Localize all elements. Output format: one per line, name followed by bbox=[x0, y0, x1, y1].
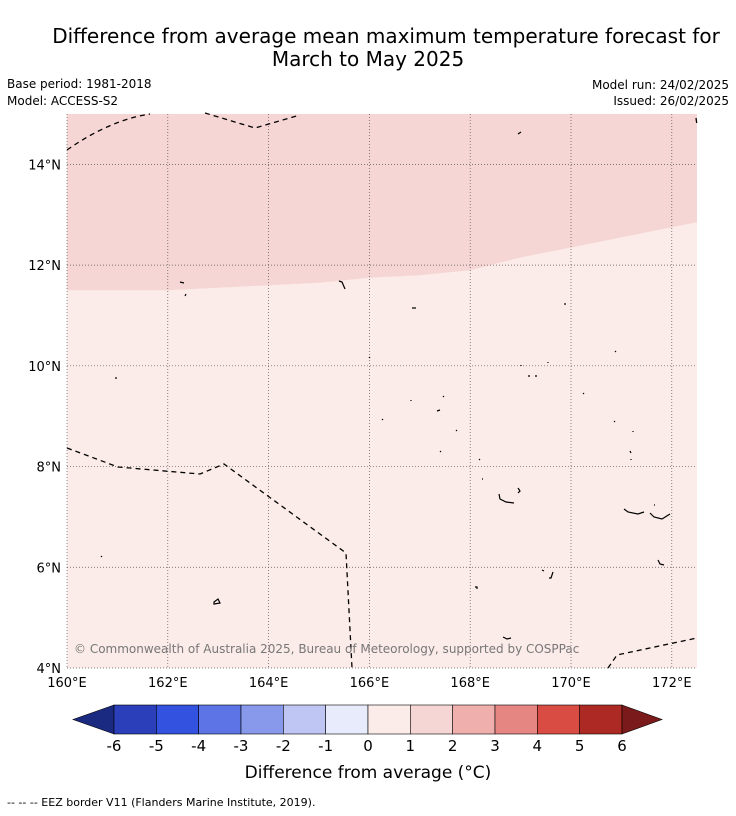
island bbox=[649, 504, 671, 520]
colorbar-tick-label: -1 bbox=[318, 737, 333, 755]
colorbar-tick-label: 4 bbox=[533, 737, 543, 755]
island bbox=[179, 281, 187, 297]
colorbar-tick-label: 6 bbox=[617, 737, 627, 755]
island bbox=[623, 508, 645, 515]
chart-title-line1: Difference from average mean maximum tem… bbox=[52, 24, 720, 48]
eez-borders bbox=[66, 112, 698, 669]
eez-border-north-west bbox=[66, 113, 151, 151]
island bbox=[338, 280, 346, 290]
eez-border-north-east bbox=[695, 117, 698, 126]
base-period: Base period: 1981-2018 bbox=[7, 77, 152, 91]
island bbox=[541, 569, 554, 579]
colorbar-tick-label: -4 bbox=[191, 737, 206, 755]
colorbar-box bbox=[283, 704, 326, 735]
map-area bbox=[67, 114, 697, 668]
x-tick-label: 164°E bbox=[249, 676, 289, 691]
colorbar-box bbox=[367, 704, 411, 735]
chart-title-line2: March to May 2025 bbox=[271, 47, 465, 71]
colorbar-box bbox=[156, 704, 199, 735]
y-axis-ticks: 4°N 6°N 8°N 10°N 12°N 14°N bbox=[28, 158, 61, 677]
x-tick-label: 168°E bbox=[450, 676, 490, 691]
island bbox=[517, 131, 522, 135]
x-axis-ticks: 160°E 162°E 164°E 166°E 168°E 170°E 172°E bbox=[47, 676, 691, 691]
model-name: Model: ACCESS-S2 bbox=[7, 94, 119, 108]
colorbar-tick-label: 3 bbox=[490, 737, 500, 755]
colorbar-tick-label: 2 bbox=[448, 737, 458, 755]
eez-border-north bbox=[204, 112, 301, 129]
island bbox=[381, 395, 634, 432]
colorbar-box bbox=[579, 704, 623, 735]
island bbox=[100, 555, 103, 558]
colorbar-tick-label: 5 bbox=[575, 737, 585, 755]
y-tick-label: 10°N bbox=[28, 360, 61, 375]
island bbox=[657, 559, 665, 566]
island bbox=[213, 598, 221, 605]
colorbar-tick-label: -5 bbox=[149, 737, 164, 755]
issued-date: Issued: 26/02/2025 bbox=[613, 94, 729, 108]
colorbar-extend-high bbox=[621, 704, 663, 735]
x-tick-label: 162°E bbox=[148, 676, 188, 691]
y-tick-label: 14°N bbox=[28, 158, 61, 173]
colorbar-tick-label: 1 bbox=[406, 737, 416, 755]
y-tick-label: 8°N bbox=[37, 461, 62, 476]
colorbar-tick-label: -6 bbox=[107, 737, 122, 755]
gridlines bbox=[66, 114, 697, 669]
copyright-watermark: © Commonwealth of Australia 2025, Bureau… bbox=[74, 642, 579, 656]
colorbar-tick-label: -2 bbox=[276, 737, 291, 755]
island bbox=[502, 636, 512, 640]
x-tick-label: 166°E bbox=[350, 676, 390, 691]
colorbar-extend-low bbox=[72, 704, 115, 735]
x-tick-label: 160°E bbox=[47, 676, 87, 691]
colorbar-box bbox=[537, 704, 580, 735]
colorbar-box bbox=[452, 704, 496, 735]
island bbox=[475, 586, 478, 589]
colorbar-box bbox=[240, 704, 284, 735]
eez-border-west bbox=[66, 447, 353, 669]
colorbar-box bbox=[198, 704, 242, 735]
island bbox=[520, 350, 617, 395]
colorbar-box bbox=[410, 704, 453, 735]
colorbar-box bbox=[494, 704, 538, 735]
colorbar-box bbox=[325, 704, 369, 735]
colorbar bbox=[72, 704, 663, 735]
colorbar-tick-labels: -6 -5 -4 -3 -2 -1 0 1 2 3 4 5 6 bbox=[107, 737, 627, 755]
colorbar-tick-label: 0 bbox=[363, 737, 373, 755]
x-tick-label: 170°E bbox=[551, 676, 591, 691]
eez-legend-note: -- -- -- EEZ border V11 (Flanders Marine… bbox=[7, 796, 316, 809]
y-tick-label: 12°N bbox=[28, 259, 61, 274]
model-run: Model run: 24/02/2025 bbox=[591, 78, 729, 92]
y-tick-label: 6°N bbox=[37, 561, 62, 576]
islands bbox=[100, 131, 671, 640]
x-tick-label: 172°E bbox=[652, 676, 692, 691]
colorbar-tick-label: -3 bbox=[234, 737, 249, 755]
island bbox=[368, 356, 371, 359]
region-1-to-2 bbox=[67, 114, 697, 291]
island bbox=[517, 487, 521, 494]
island bbox=[439, 450, 632, 480]
colorbar-label: Difference from average (°C) bbox=[244, 763, 492, 783]
island bbox=[498, 493, 515, 504]
y-tick-label: 4°N bbox=[37, 662, 62, 677]
colorbar-box bbox=[113, 704, 157, 735]
